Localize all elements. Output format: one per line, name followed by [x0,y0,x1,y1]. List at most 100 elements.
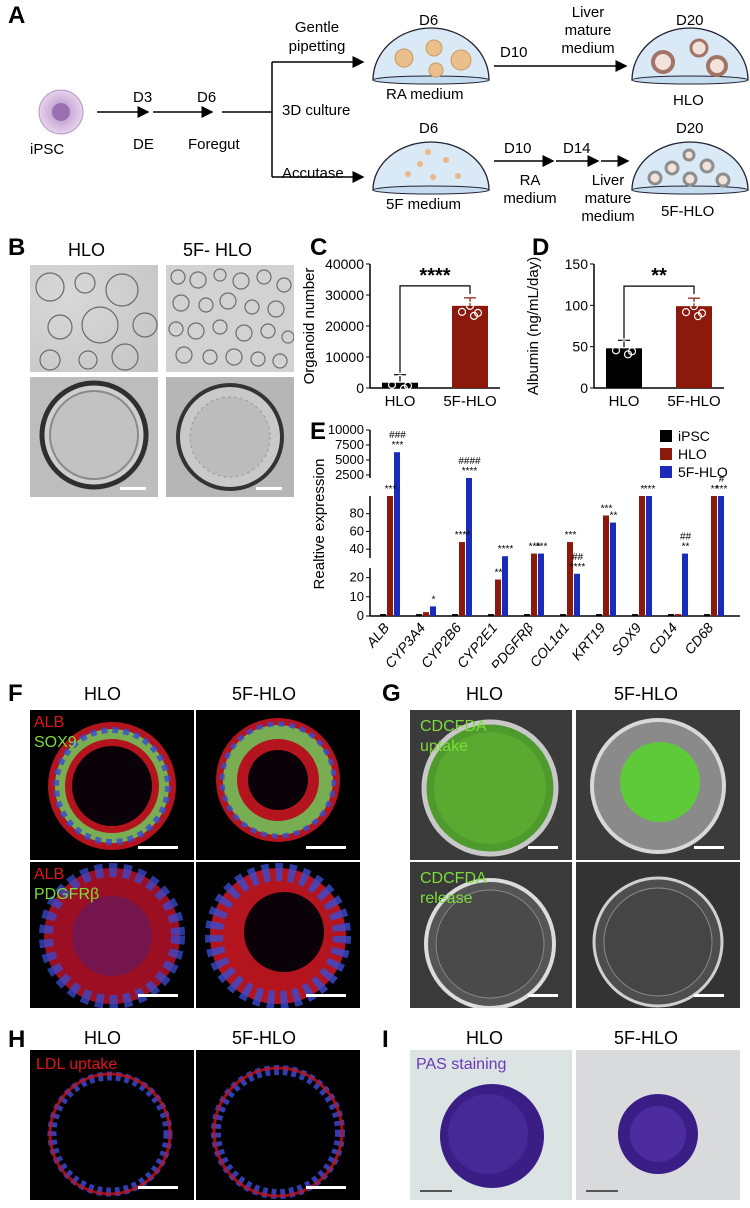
h-title-5f-hlo: 5F-HLO [232,1028,297,1048]
bar-5f-hlo-0 [394,452,400,616]
bar-5f-hlo-6 [610,522,616,616]
y-tick-label: 40 [350,541,364,556]
x-tick-label: ALB [362,620,392,651]
bar-hlo [382,382,418,388]
i-label-pas: PAS staining [416,1056,507,1073]
significance-mark: ** [610,511,618,522]
panel-label-b: B [8,234,26,261]
label-accutase: Accutase [282,165,344,182]
ipsc-nucleus-icon [52,103,70,121]
f-5f-hlo-alb-pdgfrb-image [196,862,360,1008]
significance-mark: ** [711,484,719,495]
significance-label: **** [419,265,450,287]
data-point [693,312,703,321]
h-label-ldl: LDL uptake [36,1056,118,1073]
y-tick-label: 60 [350,523,364,538]
b-5f-hlo-brightfield-low [166,265,294,372]
g-5f-hlo-release-image [576,862,740,1008]
f-label-pdgfrb: PDGFRβ [34,886,100,903]
f-5f-hlo-alb-sox9-image [196,710,360,860]
label-bot-d14: D14 [563,140,591,157]
panel-label-e: E [310,418,327,445]
y-tick-label: 2500 [335,467,364,482]
legend-swatch-hlo [660,448,672,460]
label-top-d20: D20 [676,12,704,29]
h-hlo-ldl-image: LDL uptake [30,1050,194,1200]
significance-mark: **** [498,544,514,555]
f-hlo-alb-pdgfrb-image: ALB PDGFRβ [30,862,194,1008]
label-liver: Liver [571,4,605,21]
y-tick-label: 50 [572,339,588,355]
bar-hlo-4 [531,553,537,616]
label-bmedium: medium [581,208,635,225]
significance-mark: *** [385,484,397,495]
bar-5f-hlo-3 [502,556,508,616]
bar-5f-hlo-5 [574,573,580,616]
bar-5f-hlo-9 [718,496,724,616]
significance-mark: ### [389,430,406,441]
y-tick-label: 0 [356,380,364,396]
panel-label-c: C [310,234,328,261]
g-5f-hlo-uptake-image [576,710,740,860]
x-tick-label: 5F-HLO [443,393,496,410]
label-medium: medium [561,40,615,57]
bar-5f-hlo-7 [646,496,652,616]
bar-ipsc-6 [596,614,602,616]
label-ra-medium: RA medium [386,86,464,103]
data-point [399,384,409,393]
legend-label: HLO [678,446,707,462]
x-tick-label: CD68 [681,619,716,657]
x-tick-label: KRT19 [568,619,608,663]
label-bot-d20: D20 [676,120,704,137]
label-gentle: Gentle [294,19,340,36]
b-title-hlo: HLO [68,240,106,260]
label-5f-hlo: 5F-HLO [661,203,715,220]
label-top-d6: D6 [419,12,439,29]
bar-5f-hlo-1 [430,606,436,616]
bar-hlo-7 [639,496,645,616]
label-hlo: HLO [673,92,704,109]
label-bliver: Liver [591,172,625,189]
label-de: DE [133,136,154,153]
panel-label-i: I [382,1026,389,1053]
y-tick-label: 30000 [325,287,364,303]
x-tick-label: CD14 [645,619,680,657]
bar-hlo-1 [423,612,429,616]
y-tick-label: 0 [580,380,588,396]
h-title-hlo: HLO [84,1028,122,1048]
bar-ipsc-8 [668,614,674,616]
g-title-hlo: HLO [466,684,504,704]
significance-bracket [623,285,695,339]
label-ipsc: iPSC [30,141,65,158]
i-title-hlo: HLO [466,1028,504,1048]
bar-5f-hlo [452,305,488,388]
chart-c-organoid-number: 0 10000 20000 30000 40000 Organoid number HLO 5… [301,256,500,410]
label-top-d10: D10 [500,44,528,61]
significance-mark: *** [529,542,541,553]
bar-hlo-8 [675,614,681,616]
x-tick-label: HLO [609,393,640,410]
f-title-5f-hlo: 5F-HLO [232,684,297,704]
y-tick-label: 150 [565,256,589,272]
y-axis-label: Realtive expression [311,459,328,590]
x-tick-label: HLO [385,393,416,410]
f-hlo-alb-sox9-image: ALB SOX9 [30,710,194,860]
y-tick-label: 20000 [325,318,364,334]
y-tick-label: 10000 [328,422,364,437]
significance-mark: *** [392,440,404,451]
y-tick-label: 80 [350,506,364,521]
legend-swatch-5f-hlo [660,466,672,478]
x-tick-label: COL1α1 [526,620,572,668]
bar-5f-hlo [676,306,712,388]
g-hlo-release-image: CDCFDA release [410,862,572,1008]
data-point [611,346,621,355]
y-axis-label: Albumin (ng/mL/day) [525,257,542,395]
g-title-5f-hlo: 5F-HLO [614,684,679,704]
y-tick-label: 10000 [325,349,364,365]
bar-5f-hlo-2 [466,478,472,616]
label-mature: mature [564,22,612,39]
significance-mark: **** [462,466,478,477]
y-tick-label: 40000 [325,256,364,272]
bar-hlo-9 [711,496,717,616]
